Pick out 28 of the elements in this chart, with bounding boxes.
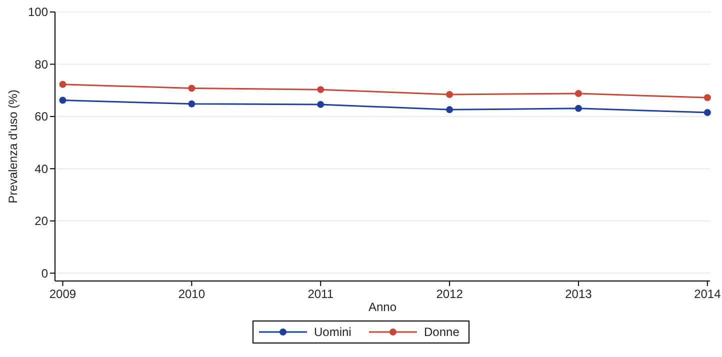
point	[446, 91, 454, 98]
y-axis-title: Prevalenza d'uso (%)	[6, 90, 20, 204]
point	[317, 86, 324, 94]
x-tick-label: 2010	[178, 287, 206, 301]
legend-label: Uomini	[314, 325, 352, 340]
point	[704, 109, 711, 116]
x-axis-title: Anno	[368, 300, 397, 314]
point	[317, 100, 324, 108]
point	[188, 100, 196, 108]
point	[574, 90, 582, 97]
x-tick-label: 2014	[694, 287, 722, 301]
point	[574, 104, 582, 112]
legend-label: Donne	[424, 325, 460, 340]
y-tick-label: 100	[28, 5, 48, 20]
x-tick-label: 2013	[565, 287, 592, 301]
y-tick-label: 20	[34, 214, 48, 228]
y-tick-label: 80	[34, 57, 48, 72]
point	[59, 80, 66, 88]
y-tick-label: 0	[41, 266, 48, 280]
x-tick-label: 2009	[49, 287, 76, 301]
y-tick-label: 40	[34, 162, 48, 176]
point	[59, 96, 66, 104]
point	[704, 94, 711, 102]
point	[188, 84, 196, 92]
y-tick-label: 60	[34, 110, 48, 124]
point	[446, 106, 454, 114]
x-tick-label: 2012	[436, 287, 464, 301]
x-tick-label: 2011	[308, 287, 334, 301]
